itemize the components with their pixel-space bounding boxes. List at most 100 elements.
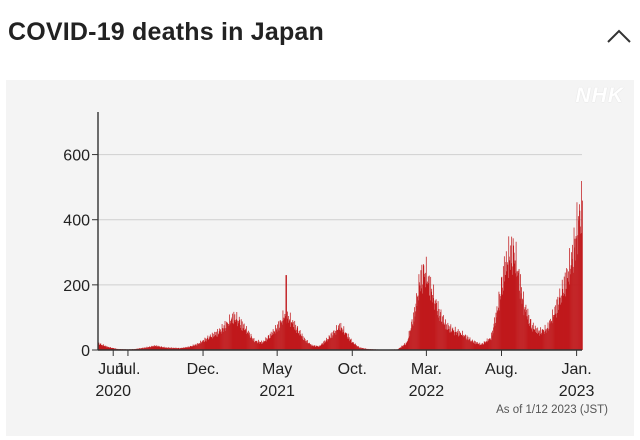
bar	[207, 335, 209, 350]
bar	[151, 347, 153, 350]
bar	[508, 236, 510, 350]
bar	[546, 332, 547, 350]
bar	[223, 331, 224, 350]
bar	[313, 345, 315, 350]
bar	[245, 328, 246, 350]
bar	[198, 343, 199, 350]
bar	[472, 339, 473, 350]
bar	[285, 316, 286, 350]
bar	[401, 346, 403, 350]
bar	[311, 346, 312, 350]
bar	[180, 348, 182, 350]
bar	[140, 348, 142, 350]
bar	[98, 342, 100, 350]
bar	[409, 336, 410, 350]
bar	[196, 345, 197, 350]
bar	[468, 340, 469, 350]
bar	[517, 275, 518, 350]
bar	[157, 346, 159, 350]
bar	[426, 281, 428, 350]
bar	[512, 266, 514, 350]
bar	[488, 339, 490, 350]
bar	[339, 323, 340, 350]
bar	[411, 321, 412, 350]
bar	[202, 341, 203, 350]
bar	[212, 338, 214, 350]
bar	[244, 330, 246, 350]
bar	[460, 332, 461, 350]
bar	[105, 345, 107, 350]
bar	[328, 339, 329, 350]
bar	[496, 306, 498, 350]
bar	[409, 330, 411, 350]
bar	[317, 346, 319, 350]
bar	[208, 338, 210, 350]
bar	[315, 345, 317, 350]
bar	[172, 348, 173, 350]
bar	[299, 330, 301, 350]
bar	[277, 324, 278, 350]
bar	[151, 345, 152, 350]
bar	[479, 344, 481, 350]
bar	[572, 244, 573, 350]
bar	[322, 344, 324, 350]
bar	[148, 347, 150, 350]
bar	[417, 296, 418, 350]
bar	[422, 264, 424, 350]
bar	[466, 335, 468, 350]
bar	[168, 347, 169, 350]
bar	[218, 331, 220, 350]
bar	[158, 345, 160, 350]
bar	[252, 340, 253, 350]
bar	[163, 346, 165, 350]
bar	[233, 320, 235, 350]
bar	[443, 315, 444, 350]
bar	[232, 324, 234, 350]
bar	[506, 262, 508, 350]
bar	[331, 337, 332, 350]
bar	[521, 287, 522, 350]
bar	[177, 348, 179, 350]
bar	[323, 343, 325, 350]
bar	[200, 343, 202, 350]
collapse-button[interactable]	[604, 22, 634, 50]
bar	[546, 328, 548, 350]
bar	[468, 339, 470, 350]
bar	[530, 327, 532, 350]
bar	[532, 331, 534, 350]
bar	[447, 322, 449, 350]
bar	[213, 336, 215, 350]
bar	[418, 300, 419, 350]
bar	[560, 295, 562, 350]
bar	[490, 339, 491, 350]
bar	[241, 330, 243, 350]
bar	[455, 332, 457, 350]
bar	[507, 277, 509, 350]
bar	[556, 299, 558, 350]
bar	[504, 281, 506, 350]
bar	[103, 345, 105, 350]
bar	[459, 333, 461, 350]
bar	[526, 316, 528, 350]
bar	[266, 339, 268, 350]
bar	[410, 331, 411, 350]
bar	[165, 347, 167, 350]
bar	[242, 330, 244, 350]
bar	[494, 317, 495, 350]
bar	[580, 233, 582, 350]
bar	[533, 329, 535, 350]
bar	[427, 276, 429, 350]
bar	[263, 341, 265, 350]
bar	[490, 340, 492, 350]
bar	[250, 333, 252, 350]
bar	[342, 331, 344, 350]
bar	[440, 309, 442, 350]
bar	[516, 271, 518, 350]
bar	[567, 278, 569, 350]
bar	[165, 347, 166, 350]
bar	[273, 330, 275, 350]
bar	[481, 343, 483, 350]
bar	[181, 348, 183, 350]
bar	[436, 311, 438, 350]
bar	[437, 315, 438, 350]
